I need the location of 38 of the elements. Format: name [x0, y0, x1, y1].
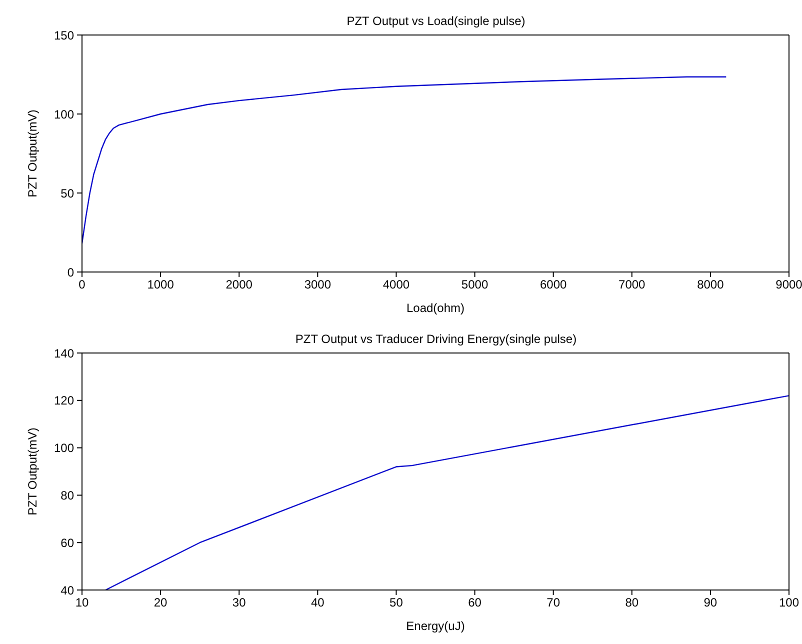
y-tick-label: 0 — [67, 265, 74, 280]
x-tick-label: 0 — [78, 278, 86, 292]
line-series — [82, 76, 727, 244]
x-tick-label: 60 — [468, 596, 482, 610]
x-tick-label: 10 — [75, 596, 89, 610]
x-tick-label: 70 — [546, 596, 560, 610]
x-tick-label: 8000 — [697, 278, 724, 292]
x-tick-label: 9000 — [776, 278, 802, 292]
y-tick-label: 40 — [60, 583, 74, 598]
x-tick-label: 3000 — [304, 278, 332, 292]
x-tick-label: 100 — [778, 596, 800, 610]
x-tick-label: 2000 — [226, 278, 253, 292]
x-tick-label: 80 — [625, 596, 639, 610]
y-axis-title: PZT Output(mV) — [25, 428, 40, 516]
y-tick-label: 140 — [54, 346, 74, 360]
x-tick-label: 4000 — [382, 278, 410, 292]
x-tick-label: 30 — [232, 596, 246, 610]
line-series — [104, 395, 789, 590]
x-tick-label: 40 — [310, 596, 325, 610]
x-tick-label: 1000 — [147, 278, 174, 292]
y-tick-label: 120 — [54, 394, 74, 408]
x-tick-label: 6000 — [540, 278, 568, 292]
y-tick-label: 60 — [60, 536, 74, 550]
x-axis-title: Energy(uJ) — [406, 619, 465, 633]
y-tick-label: 100 — [54, 107, 74, 122]
x-tick-label: 5000 — [461, 278, 488, 292]
chart-title: PZT Output vs Traducer Driving Energy(single pulse) — [294, 332, 578, 346]
chart-title: PZT Output vs Load(single pulse) — [346, 14, 526, 28]
y-tick-label: 50 — [60, 186, 74, 200]
x-tick-label: 50 — [390, 596, 404, 610]
y-axis-title: PZT Output(mV) — [25, 110, 40, 198]
y-tick-label: 150 — [54, 28, 74, 42]
x-tick-label: 90 — [704, 596, 718, 610]
x-axis-title: Load(ohm) — [406, 301, 465, 315]
y-tick-label: 100 — [54, 441, 74, 456]
x-tick-label: 7000 — [618, 278, 646, 292]
x-tick-label: 20 — [154, 596, 168, 610]
y-tick-label: 80 — [60, 488, 74, 502]
